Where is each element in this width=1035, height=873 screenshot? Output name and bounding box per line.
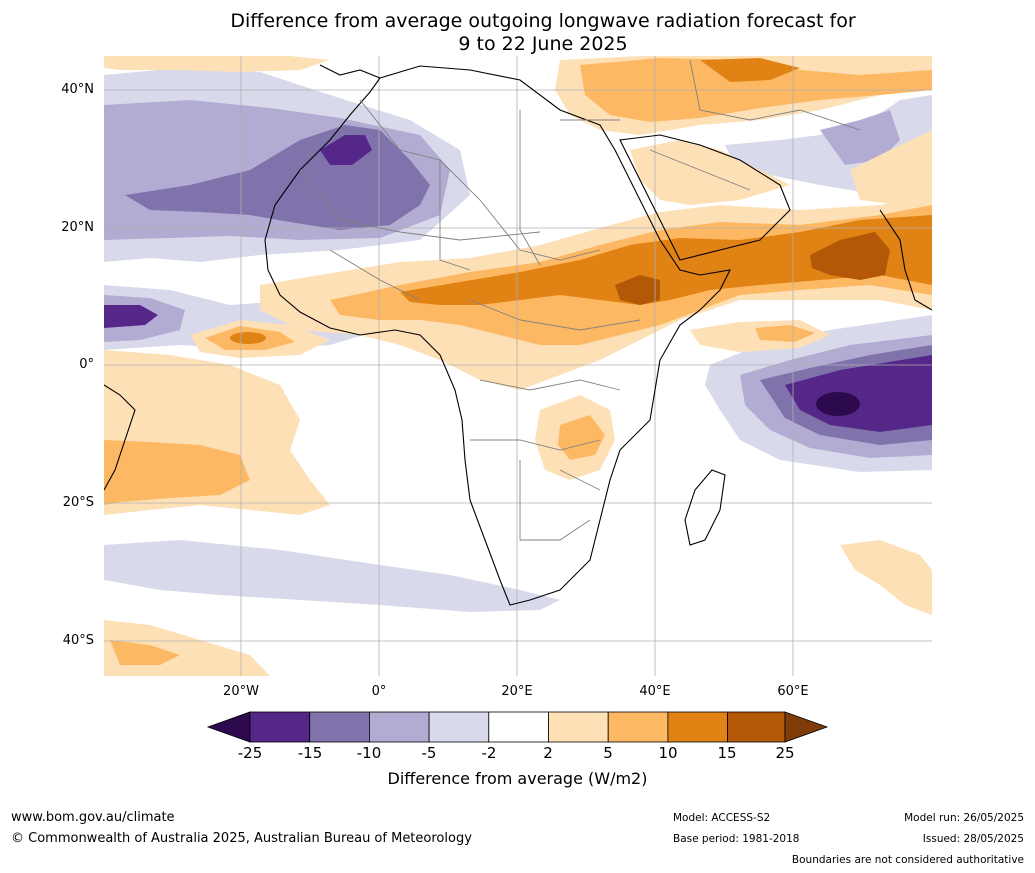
colorbar-label: Difference from average (W/m2) (387, 769, 648, 788)
lat-label-eq: 0° (79, 357, 94, 372)
colorbar-swatch-3 (368, 711, 430, 743)
pos-region-sahel-2 (400, 215, 932, 305)
colorbar (206, 711, 829, 743)
colorbar-swatch-1 (249, 711, 311, 743)
lat-label-40s: 40°S (62, 633, 94, 648)
colorbar-tick: 10 (658, 744, 678, 762)
lat-label-20s: 20°S (62, 495, 94, 510)
lon-label-0: 0° (371, 684, 387, 699)
country-boundaries (299, 59, 861, 541)
lon-label-20w: 20°W (223, 684, 259, 699)
neg-region-tropical-atlantic-core (104, 305, 158, 328)
colorbar-under-arrow (206, 711, 251, 743)
colorbar-swatch-2 (309, 711, 370, 743)
copyright-text: © Commonwealth of Australia 2025, Austra… (11, 831, 472, 846)
neg-region-indian-3 (785, 355, 932, 432)
colorbar-swatch-5 (488, 711, 549, 743)
pos-region-northwest-africa (104, 56, 330, 72)
lat-label-20n: 20°N (61, 220, 94, 235)
neg-region-sahara-core (320, 135, 372, 165)
pos-region-gulf-guinea-core (230, 332, 266, 344)
boundary-disclaimer: Boundaries are not considered authoritat… (791, 854, 1024, 866)
model-name: Model: ACCESS-S2 (673, 812, 771, 824)
coastlines (104, 64, 932, 606)
website-link[interactable]: www.bom.gov.au/climate (11, 810, 175, 825)
pos-region-arabia (630, 140, 790, 205)
colorbar-tick: -2 (481, 744, 497, 762)
lon-label-20e: 20°E (501, 684, 533, 699)
arabia-coastline (619, 134, 791, 261)
colorbar-swatch-4 (428, 711, 490, 743)
model-run-date: Model run: 26/05/2025 (904, 812, 1024, 824)
anomaly-field (104, 56, 932, 676)
colorbar-swatch-9 (727, 711, 786, 743)
colorbar-tick: -10 (356, 744, 382, 762)
south-america-coastline (104, 384, 136, 491)
title-line-1: Difference from average outgoing longwav… (230, 10, 856, 32)
pos-region-india-north (850, 130, 932, 205)
pos-region-south-indian (840, 540, 932, 615)
colorbar-tick: -15 (297, 744, 323, 762)
base-period: Base period: 1981-2018 (673, 833, 800, 845)
colorbar-swatch-6 (548, 711, 609, 743)
colorbar-tick: 5 (603, 744, 613, 762)
colorbar-tick: -5 (421, 744, 437, 762)
pos-region-south-atlantic (104, 440, 250, 505)
graticule (104, 56, 932, 676)
madagascar-coastline (684, 469, 726, 546)
india-coastline (879, 209, 932, 311)
pos-region-arabian-sea-core (810, 232, 890, 280)
colorbar-swatch-8 (667, 711, 729, 743)
pos-region-southern-ocean-2 (110, 640, 180, 665)
neg-region-south-light (104, 540, 560, 612)
africa-coastline (264, 65, 731, 606)
neg-region-persian-2 (820, 110, 900, 165)
pos-region-ethiopia-core (615, 275, 660, 305)
map-title: Difference from average outgoing longwav… (0, 10, 1035, 56)
title-line-2: 9 to 22 June 2025 (458, 33, 628, 55)
pos-region-south-africa-interior-2 (558, 415, 605, 460)
colorbar-tick: 2 (543, 744, 553, 762)
iberia-coastline (319, 64, 381, 79)
lat-label-40n: 40°N (61, 82, 94, 97)
lon-label-60e: 60°E (777, 684, 809, 699)
pos-region-caucasus (700, 58, 800, 82)
lon-label-40e: 40°E (639, 684, 671, 699)
colorbar-swatch-7 (607, 711, 669, 743)
colorbar-tick: -25 (237, 744, 263, 762)
colorbar-tick: 15 (717, 744, 737, 762)
colorbar-tick: 25 (775, 744, 795, 762)
pos-region-indian-mid-2 (755, 325, 815, 342)
colorbar-over-arrow (784, 711, 829, 743)
neg-region-indian-core (816, 392, 860, 416)
issued-date: Issued: 28/05/2025 (922, 833, 1024, 845)
